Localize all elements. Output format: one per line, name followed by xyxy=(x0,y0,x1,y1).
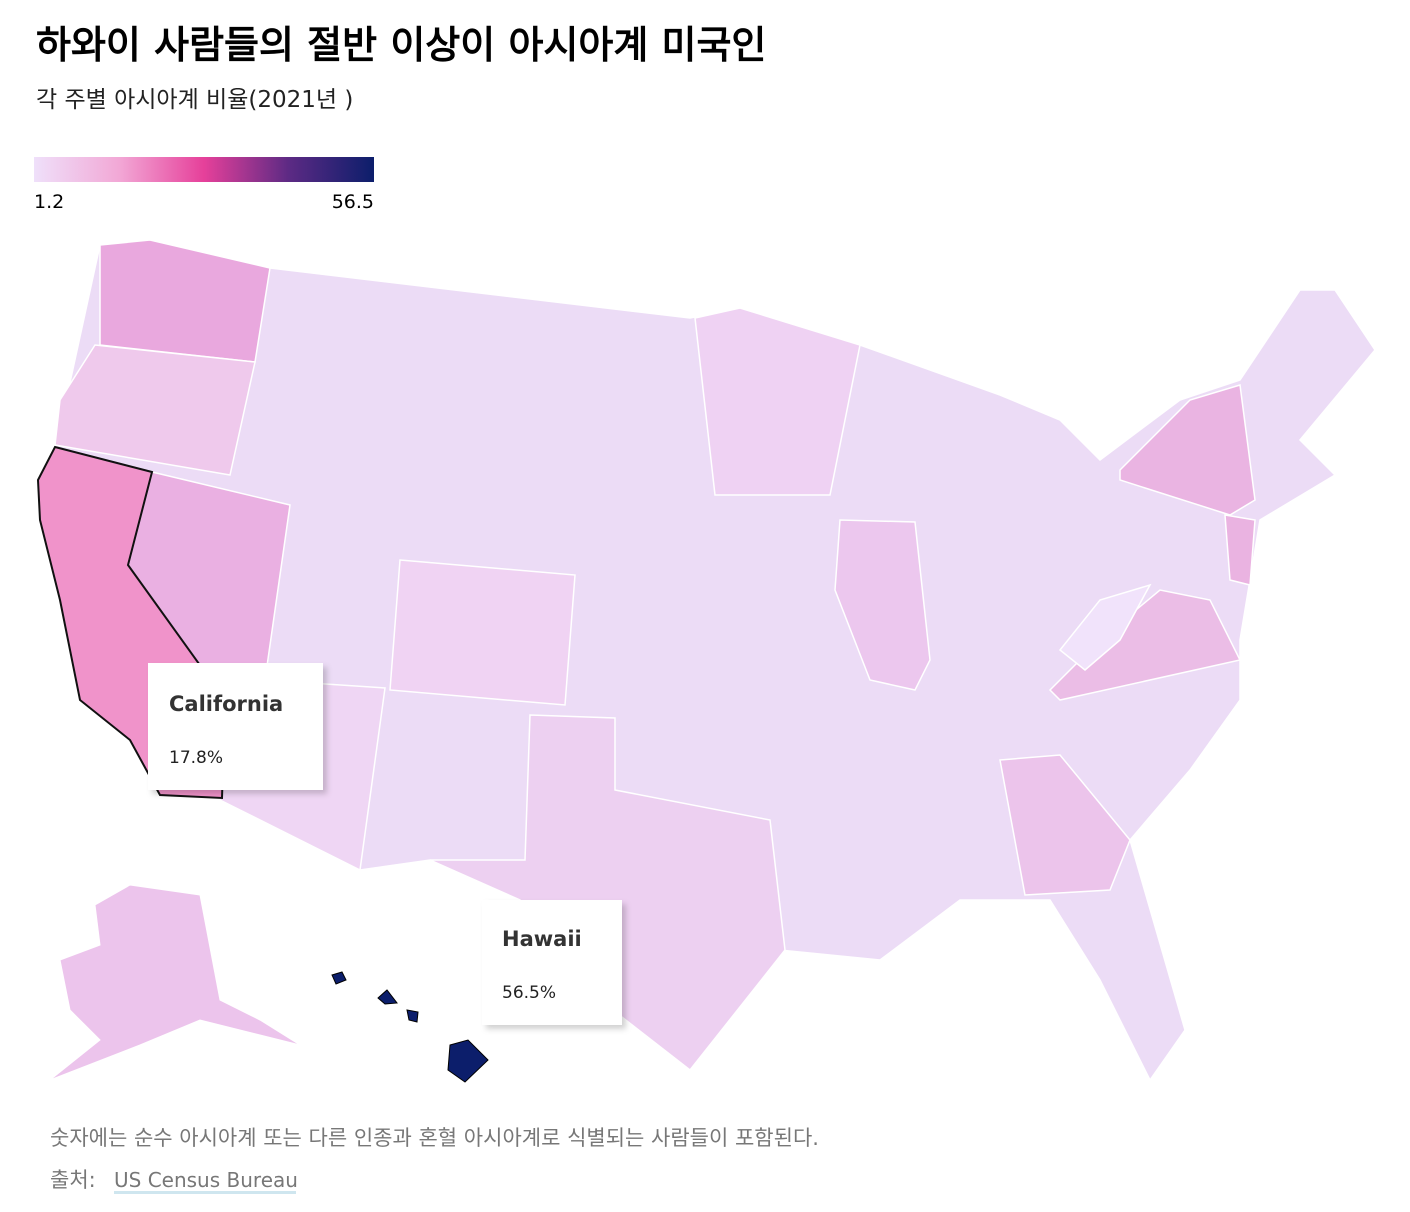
legend-min: 1.2 xyxy=(34,191,64,213)
tooltip-box xyxy=(148,663,323,790)
tooltip-value: 56.5% xyxy=(502,983,556,1003)
state xyxy=(1119,384,1256,516)
state xyxy=(834,519,931,691)
state xyxy=(54,344,256,476)
tooltip xyxy=(148,663,622,1025)
state xyxy=(99,239,271,363)
state xyxy=(429,714,786,1072)
link-underline xyxy=(114,1191,296,1194)
source-label: 출처: xyxy=(50,1168,96,1192)
island[interactable] xyxy=(377,989,398,1005)
tooltip-box xyxy=(482,900,622,1025)
source-link[interactable]: US Census Bureau xyxy=(114,1168,298,1192)
legend-gradient xyxy=(34,157,374,182)
island[interactable] xyxy=(447,1039,489,1083)
hawaii[interactable] xyxy=(331,971,489,1083)
state xyxy=(389,559,576,706)
state xyxy=(1224,514,1256,586)
island[interactable] xyxy=(331,971,347,985)
alaska xyxy=(49,884,301,1081)
subtitle: 각 주별 아시아계 비율(2021년 ) xyxy=(36,87,353,113)
legend-max: 56.5 xyxy=(332,191,374,213)
state xyxy=(1058,583,1152,671)
tooltip-value: 17.8% xyxy=(169,748,223,768)
state xyxy=(694,307,861,496)
tooltip-name: Hawaii xyxy=(502,927,582,951)
tooltip-name: California xyxy=(169,692,283,716)
map xyxy=(39,239,1376,1082)
state xyxy=(999,754,1131,896)
title: 하와이 사람들의 절반 이상이 아시아계 미국인 xyxy=(36,23,766,67)
footnote: 숫자에는 순수 아시아계 또는 다른 인종과 혼혈 아시아계로 식별되는 사람들… xyxy=(50,1126,819,1150)
island[interactable] xyxy=(406,1009,419,1023)
